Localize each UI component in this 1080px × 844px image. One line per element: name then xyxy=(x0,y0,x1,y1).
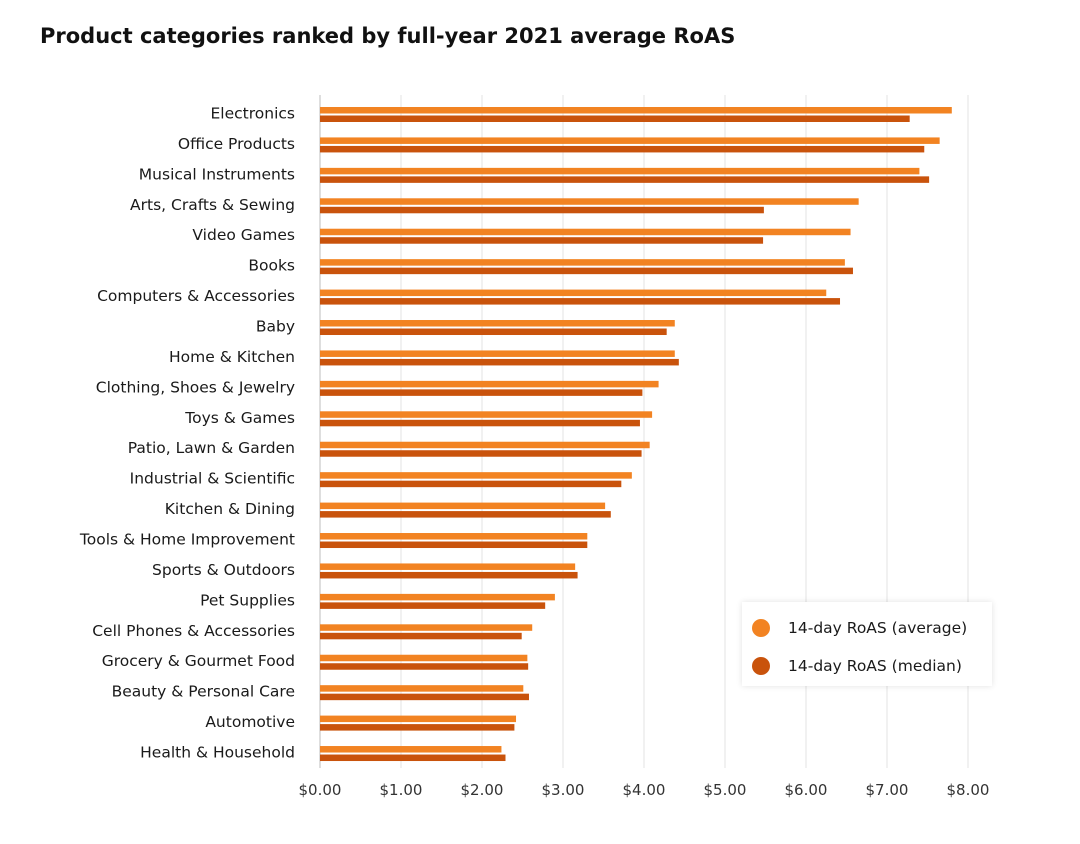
category-label: Arts, Crafts & Sewing xyxy=(130,196,295,214)
category-label: Pet Supplies xyxy=(200,591,295,609)
category-label: Home & Kitchen xyxy=(169,348,295,366)
legend-label-average: 14-day RoAS (average) xyxy=(788,619,968,637)
bar-average xyxy=(320,411,653,418)
bar-average xyxy=(320,198,859,205)
bar-median xyxy=(320,115,910,122)
category-label: Patio, Lawn & Garden xyxy=(128,439,295,457)
bar-median xyxy=(320,754,506,762)
category-label: Books xyxy=(248,257,295,275)
x-tick-label: $6.00 xyxy=(785,781,828,799)
category-label: Toys & Games xyxy=(184,409,295,427)
bar-average xyxy=(320,228,851,236)
bar-median xyxy=(320,328,667,336)
legend: 14-day RoAS (average) 14-day RoAS (media… xyxy=(742,602,992,686)
x-tick-label: $1.00 xyxy=(380,781,423,799)
bar-median xyxy=(320,298,841,305)
category-label: Beauty & Personal Care xyxy=(112,683,295,701)
category-labels: Electronics Office Products Musical Instru… xyxy=(79,105,295,762)
bar-median xyxy=(320,176,930,183)
bar-median xyxy=(320,571,578,579)
bar-average xyxy=(320,320,675,327)
legend-item-median: 14-day RoAS (median) xyxy=(752,654,962,678)
chart-title: Product categories ranked by full-year 2… xyxy=(40,24,736,48)
category-label: Cell Phones & Accessories xyxy=(92,622,295,640)
bar-average xyxy=(320,563,576,570)
bar-average xyxy=(320,441,650,449)
bar-average xyxy=(320,380,659,388)
category-label: Health & Household xyxy=(140,744,295,762)
x-tick-label: $5.00 xyxy=(704,781,747,799)
bar-median xyxy=(320,206,764,214)
bar-average xyxy=(320,593,555,601)
bar-median xyxy=(320,693,529,701)
x-tick-label: $7.00 xyxy=(866,781,909,799)
bar-median xyxy=(320,663,529,670)
bar-median xyxy=(320,541,588,549)
bar-average xyxy=(320,715,517,723)
bar-median xyxy=(320,358,679,366)
category-label: Sports & Outdoors xyxy=(152,561,295,579)
bar-median xyxy=(320,267,853,275)
legend-swatch-average xyxy=(752,619,770,637)
bar-average xyxy=(320,746,502,753)
bar-average xyxy=(320,685,524,692)
legend-item-average: 14-day RoAS (average) xyxy=(752,616,967,640)
category-label: Grocery & Gourmet Food xyxy=(102,652,295,670)
category-label: Tools & Home Improvement xyxy=(79,531,295,549)
category-label: Computers & Accessories xyxy=(97,287,295,305)
category-label: Clothing, Shoes & Jewelry xyxy=(96,378,295,396)
bar-median xyxy=(320,724,515,731)
bar-median xyxy=(320,389,643,396)
category-label: Office Products xyxy=(178,135,295,153)
x-tick-label: $0.00 xyxy=(299,781,342,799)
bar-median xyxy=(320,511,611,518)
x-tick-label: $2.00 xyxy=(461,781,504,799)
bar-median xyxy=(320,450,642,457)
x-tick-label: $4.00 xyxy=(623,781,666,799)
category-label: Kitchen & Dining xyxy=(165,500,295,518)
bar-average xyxy=(320,107,952,114)
bar-average xyxy=(320,533,588,540)
bar-average xyxy=(320,654,528,662)
bar-median xyxy=(320,480,622,488)
category-label: Electronics xyxy=(211,105,295,123)
x-tick-label: $8.00 xyxy=(947,781,990,799)
x-tick-labels: $0.00 $1.00 $2.00 $3.00 $4.00 $5.00 $6.00 $7.00… xyxy=(299,781,990,799)
category-label: Automotive xyxy=(205,713,295,731)
bar-average xyxy=(320,502,606,510)
legend-swatch-median xyxy=(752,657,770,675)
bars xyxy=(320,107,952,762)
legend-label-median: 14-day RoAS (median) xyxy=(788,657,962,675)
bar-median xyxy=(320,237,764,244)
bar-median xyxy=(320,632,522,640)
bar-average xyxy=(320,137,940,144)
x-tick-label: $3.00 xyxy=(542,781,585,799)
bar-average xyxy=(320,350,675,357)
category-label: Video Games xyxy=(192,226,295,244)
bar-median xyxy=(320,419,640,427)
category-label: Industrial & Scientific xyxy=(130,470,295,488)
category-label: Baby xyxy=(256,318,295,336)
bar-average xyxy=(320,167,920,175)
bar-average xyxy=(320,289,827,297)
bar-average xyxy=(320,259,845,266)
bar-average xyxy=(320,624,533,631)
bar-average xyxy=(320,472,632,479)
bar-median xyxy=(320,602,546,609)
category-label: Musical Instruments xyxy=(139,165,295,183)
bar-median xyxy=(320,145,925,153)
